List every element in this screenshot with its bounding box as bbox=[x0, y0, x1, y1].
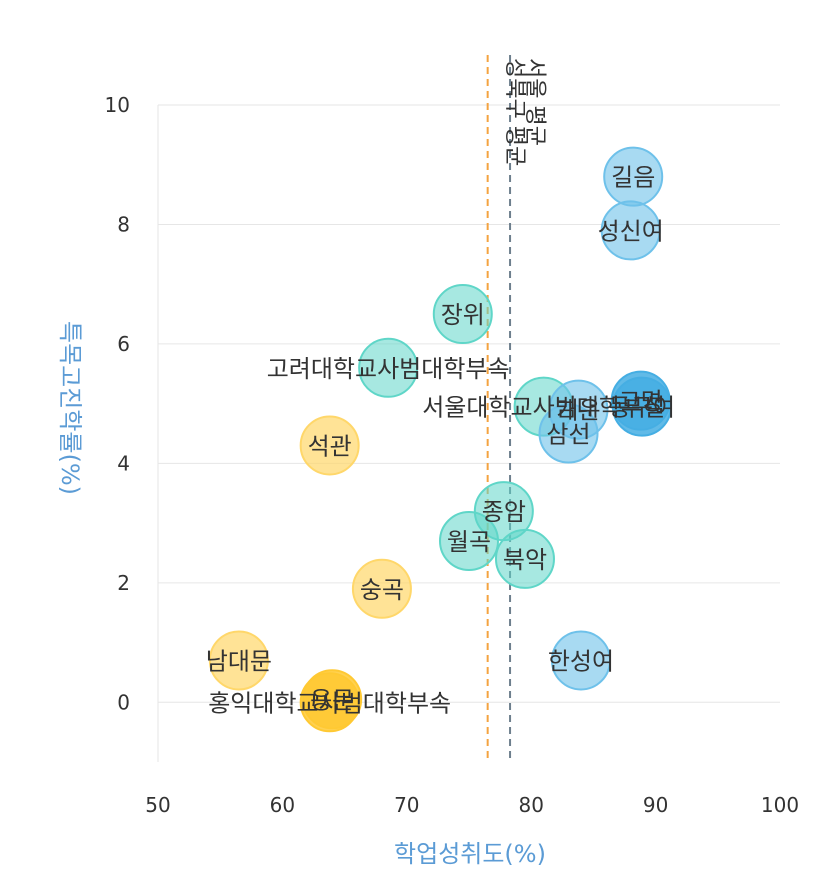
data-bubble bbox=[439, 511, 499, 572]
y-tick-label: 0 bbox=[117, 690, 130, 714]
data-bubble bbox=[550, 630, 611, 691]
x-tick-label: 80 bbox=[518, 793, 543, 817]
gridlines bbox=[157, 104, 780, 762]
bubble-label: 홍익대학교사범대학부속 bbox=[208, 689, 451, 717]
bubble-label: 성신여 bbox=[598, 217, 664, 245]
bubbles bbox=[208, 146, 672, 733]
bubble-label: 장위 bbox=[441, 301, 485, 329]
bubble-label: 개운 bbox=[556, 397, 600, 425]
data-bubble bbox=[299, 415, 360, 476]
y-tick-label: 6 bbox=[117, 332, 130, 356]
bubble-label: 길음 bbox=[611, 164, 655, 192]
x-tick-label: 90 bbox=[643, 793, 668, 817]
bubble-label: 숭곡 bbox=[360, 576, 404, 604]
data-bubble bbox=[494, 528, 555, 589]
bubble-label: 석관 bbox=[308, 432, 352, 460]
bubble-label: 북악 bbox=[503, 546, 547, 574]
data-bubble bbox=[351, 558, 412, 619]
data-bubble bbox=[538, 403, 599, 464]
x-tick-label: 50 bbox=[145, 793, 170, 817]
bubble-label: 동구여 bbox=[609, 394, 675, 422]
x-tick-label: 60 bbox=[270, 793, 295, 817]
bubble-label: 삼선 bbox=[546, 421, 590, 449]
bubble-label: 남대문 bbox=[206, 647, 272, 675]
bubble-label: 종암 bbox=[482, 498, 526, 526]
reference-line-label: 서울 평균 bbox=[522, 58, 547, 146]
bubble-label: 고명 bbox=[619, 388, 663, 416]
x-tick-label: 100 bbox=[761, 793, 799, 817]
data-bubble bbox=[432, 284, 493, 345]
bubble-label: 용문 bbox=[310, 686, 354, 714]
x-axis-ticks: 50 60 70 80 90 100 bbox=[145, 793, 799, 817]
y-axis-ticks: 0 2 4 6 8 10 bbox=[105, 93, 130, 714]
data-bubble bbox=[358, 337, 419, 398]
x-tick-label: 70 bbox=[394, 793, 419, 817]
x-axis-title: 학업성취도(%) bbox=[394, 840, 546, 868]
data-bubble bbox=[600, 200, 661, 261]
bubble-label: 한성여 bbox=[548, 647, 614, 675]
y-tick-label: 8 bbox=[117, 212, 130, 236]
y-tick-label: 4 bbox=[117, 451, 130, 475]
y-axis-title: 특목고진학률(%) bbox=[56, 321, 84, 495]
data-bubble bbox=[302, 669, 363, 730]
data-bubble bbox=[611, 376, 672, 437]
reference-line-label: 성북구 평균 bbox=[502, 58, 527, 166]
bubble-label: 월곡 bbox=[447, 528, 491, 556]
data-bubble bbox=[208, 630, 269, 691]
bubble-label: 서울대학교사범대학부설 bbox=[422, 394, 665, 422]
bubble-label: 고려대학교사범대학부속 bbox=[267, 355, 510, 383]
y-tick-label: 10 bbox=[105, 93, 130, 117]
y-tick-label: 2 bbox=[117, 571, 130, 595]
